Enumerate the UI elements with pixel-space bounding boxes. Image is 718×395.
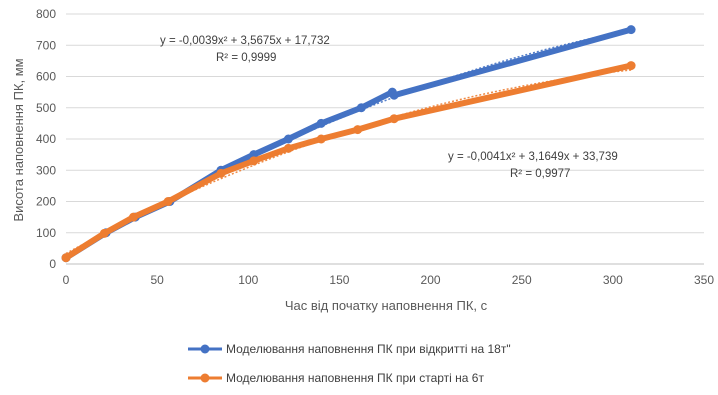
series-line-1	[63, 26, 635, 261]
legend-label-series-1: Моделювання наповнення ПК при відкритті …	[226, 342, 511, 356]
y-tick-label: 0	[49, 257, 56, 271]
data-point-series-2	[283, 143, 293, 153]
y-axis-title: Висота наповнення ПК, мм	[11, 58, 26, 221]
data-point-series-1	[626, 25, 636, 35]
x-tick-label: 300	[603, 273, 623, 287]
x-tick-label: 350	[694, 273, 714, 287]
x-tick-label: 50	[150, 273, 164, 287]
data-point-series-2	[99, 228, 109, 238]
data-point-series-2	[389, 114, 399, 124]
series-layer	[61, 25, 636, 263]
data-point-series-2	[216, 168, 226, 178]
r2-label-series-2: R² = 0,9977	[510, 168, 570, 180]
equation-label-series-2: y = -0,0041x² + 3,1649x + 33,739	[448, 151, 618, 163]
x-tick-label: 100	[238, 273, 258, 287]
y-tick-label: 500	[36, 101, 56, 115]
y-tick-label: 700	[36, 38, 56, 52]
x-tick-label: 0	[63, 273, 70, 287]
data-point-series-2	[61, 253, 71, 263]
y-tick-label: 400	[36, 132, 56, 146]
legend-item-series-2[interactable]: Моделювання наповнення ПК при старті на …	[188, 371, 484, 385]
y-tick-label: 800	[36, 7, 56, 21]
legend-label-series-2: Моделювання наповнення ПК при старті на …	[226, 371, 484, 385]
y-tick-label: 300	[36, 163, 56, 177]
equation-label-series-1: y = -0,0039x² + 3,5675x + 17,732	[160, 35, 330, 47]
x-tick-label: 250	[512, 273, 532, 287]
legend-marker-series-2	[200, 373, 210, 383]
y-tick-label: 600	[36, 70, 56, 84]
data-point-series-2	[249, 156, 259, 166]
data-point-series-1	[356, 103, 366, 113]
legend: Моделювання наповнення ПК при відкритті …	[188, 342, 511, 385]
x-tick-label: 150	[329, 273, 349, 287]
data-point-series-1	[316, 118, 326, 128]
legend-item-series-1[interactable]: Моделювання наповнення ПК при відкритті …	[188, 342, 511, 356]
r2-label-series-1: R² = 0,9999	[216, 52, 276, 64]
data-point-series-2	[626, 61, 636, 71]
x-tick-label: 200	[421, 273, 441, 287]
trendline-series-1	[65, 29, 632, 260]
y-tick-label: 200	[36, 195, 56, 209]
data-point-series-2	[163, 197, 173, 206]
y-tick-label: 100	[36, 226, 56, 240]
data-point-series-2	[316, 134, 326, 144]
axis-layer: 0 100 200 300 400 500 600 700 800 0 50 100 150 200 250…	[36, 7, 714, 287]
x-axis-title: Час від початку наповнення ПК, с	[285, 298, 488, 313]
data-point-series-1	[389, 90, 399, 100]
trendline-series-2	[65, 69, 632, 255]
legend-marker-series-1	[200, 344, 210, 354]
